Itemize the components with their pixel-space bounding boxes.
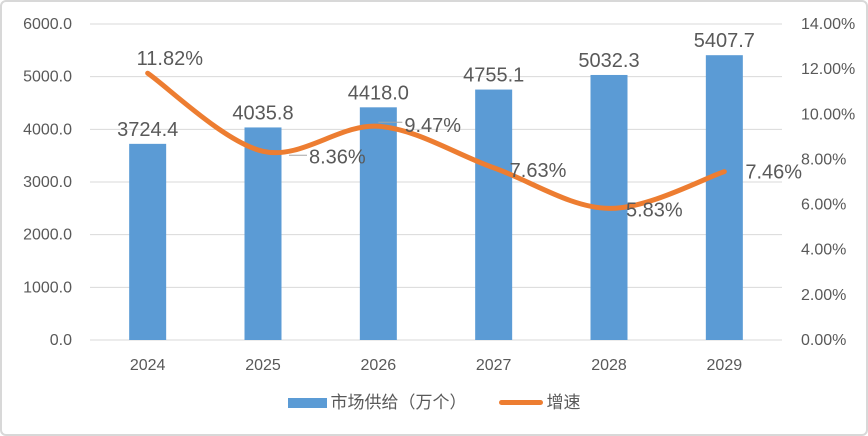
right-axis-tick: 12.00% xyxy=(801,61,855,78)
growth-rate-line xyxy=(145,70,727,211)
line-value-label-2025: 8.36% xyxy=(309,146,366,168)
right-axis-tick: 4.00% xyxy=(801,242,846,259)
bar-2027 xyxy=(475,89,513,341)
left-axis-tick: 0.0 xyxy=(50,332,72,349)
right-axis-tick: 2.00% xyxy=(801,287,846,304)
bar-2026 xyxy=(359,107,397,340)
bar-value-label-2027: 4755.1 xyxy=(463,65,524,87)
legend-item-growth: 增速 xyxy=(498,393,581,412)
bar-2029 xyxy=(705,55,743,341)
left-axis-tick: 6000.0 xyxy=(23,16,72,33)
bar-2025 xyxy=(244,127,282,340)
right-axis-tick: 8.00% xyxy=(801,151,846,168)
right-axis-tick: 14.00% xyxy=(801,16,855,33)
right-axis-tick: 6.00% xyxy=(801,197,846,214)
x-axis-label-2024: 2024 xyxy=(130,357,166,374)
left-axis-tick: 4000.0 xyxy=(23,121,72,138)
chart-legend: 市场供给（万个） 增速 xyxy=(2,394,866,411)
left-axis-tick: 5000.0 xyxy=(23,69,72,86)
line-value-label-2027: 7.63% xyxy=(510,160,567,182)
line-value-label-2026: 9.47% xyxy=(404,115,461,137)
legend-label-supply: 市场供给（万个） xyxy=(330,393,467,412)
legend-item-supply: 市场供给（万个） xyxy=(287,393,467,412)
x-axis-label-2027: 2027 xyxy=(476,357,512,374)
left-axis-tick: 2000.0 xyxy=(23,227,72,244)
legend-label-growth: 增速 xyxy=(546,393,581,412)
left-axis-tick: 3000.0 xyxy=(23,174,72,191)
bar-value-label-2029: 5407.7 xyxy=(694,30,755,52)
x-axis-label-2029: 2029 xyxy=(707,357,743,374)
x-axis-label-2026: 2026 xyxy=(361,357,397,374)
right-axis-tick: 10.00% xyxy=(801,106,855,123)
legend-line-swatch-icon xyxy=(498,400,543,405)
bar-value-label-2025: 4035.8 xyxy=(232,102,293,124)
line-value-label-2024: 11.82% xyxy=(137,48,204,70)
right-axis-tick: 0.00% xyxy=(801,332,846,349)
left-axis-tick: 1000.0 xyxy=(23,279,72,296)
bar-value-label-2024: 3724.4 xyxy=(117,119,178,141)
x-axis-label-2028: 2028 xyxy=(591,357,627,374)
x-axis-label-2025: 2025 xyxy=(245,357,281,374)
bar-value-label-2028: 5032.3 xyxy=(578,50,639,72)
line-value-label-2029: 7.46% xyxy=(745,162,802,184)
line-value-label-2028: 5.83% xyxy=(626,199,683,221)
legend-bar-swatch-icon xyxy=(287,397,327,408)
bar-value-label-2026: 4418.0 xyxy=(348,82,409,104)
bar-2024 xyxy=(129,143,167,340)
